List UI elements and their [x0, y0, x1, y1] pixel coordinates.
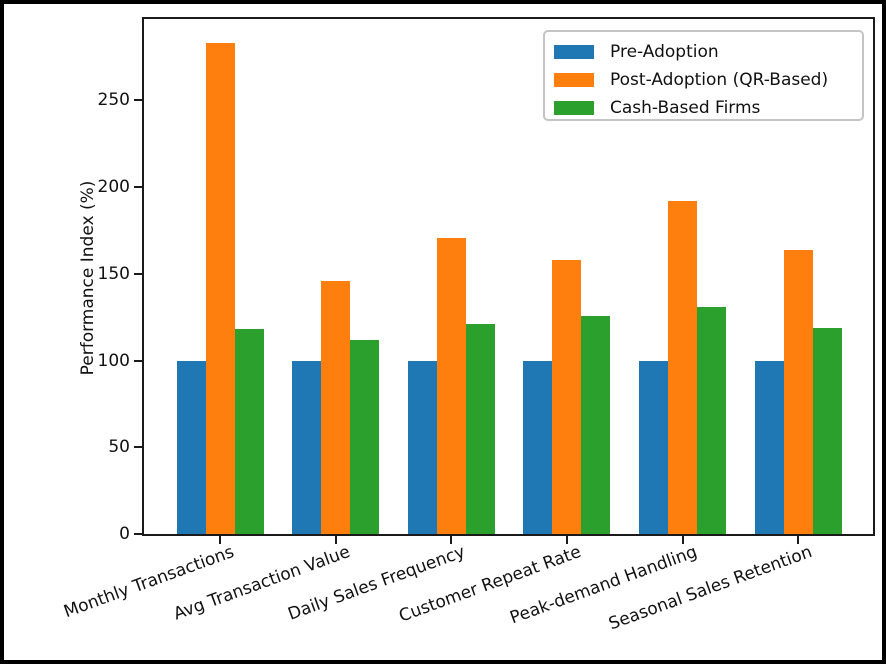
bar-pre-adoption-1 [292, 360, 322, 534]
bar-post-adoption-qr-based-4 [668, 201, 698, 534]
y-tick [134, 533, 143, 535]
y-tick-label: 100 [97, 350, 130, 371]
y-axis-title: Performance Index (%) [78, 180, 98, 376]
bar-post-adoption-qr-based-0 [205, 43, 235, 534]
y-tick [134, 186, 143, 189]
legend-item-cash-based-firms: Cash-Based Firms [554, 94, 862, 122]
legend-item-post-adoption-qr-based: Post-Adoption (QR-Based) [554, 66, 862, 94]
y-tick [134, 446, 143, 449]
bar-cash-based-firms-0 [234, 329, 264, 534]
x-tick [565, 536, 568, 544]
bar-cash-based-firms-4 [697, 306, 727, 534]
x-tick [450, 536, 453, 544]
x-tick [334, 536, 337, 544]
y-tick-label: 50 [108, 437, 130, 458]
bar-pre-adoption-2 [407, 360, 437, 534]
legend-swatch-post-adoption-qr-based [554, 73, 594, 87]
legend-swatch-cash-based-firms [554, 101, 594, 115]
y-tick-label: 150 [97, 263, 130, 284]
bar-pre-adoption-4 [639, 360, 669, 534]
x-tick [797, 536, 800, 544]
y-tick [134, 272, 143, 275]
legend-swatch-pre-adoption [554, 45, 594, 59]
bar-pre-adoption-5 [754, 360, 784, 534]
y-tick-label: 200 [97, 177, 130, 198]
x-tick [219, 536, 221, 544]
bar-cash-based-firms-5 [812, 327, 842, 534]
bar-pre-adoption-3 [523, 360, 553, 534]
bar-post-adoption-qr-based-1 [321, 280, 351, 534]
y-tick-label: 0 [119, 524, 130, 544]
bar-cash-based-firms-1 [350, 339, 380, 534]
legend-label: Pre-Adoption [610, 42, 719, 62]
y-tick-label: 250 [97, 90, 130, 111]
legend: Pre-Adoption Post-Adoption (QR-Based) Cash… [543, 30, 864, 121]
legend-label: Cash-Based Firms [610, 98, 761, 118]
bar-post-adoption-qr-based-2 [436, 237, 466, 534]
bar-post-adoption-qr-based-5 [783, 249, 813, 534]
legend-item-pre-adoption: Pre-Adoption [554, 38, 862, 66]
bar-cash-based-firms-2 [465, 324, 495, 534]
x-tick [681, 536, 684, 544]
y-tick [134, 359, 143, 362]
bar-post-adoption-qr-based-3 [552, 260, 582, 534]
bar-cash-based-firms-3 [581, 315, 611, 534]
bar-pre-adoption-0 [176, 360, 206, 534]
legend-label: Post-Adoption (QR-Based) [610, 70, 829, 90]
y-tick [134, 99, 143, 102]
